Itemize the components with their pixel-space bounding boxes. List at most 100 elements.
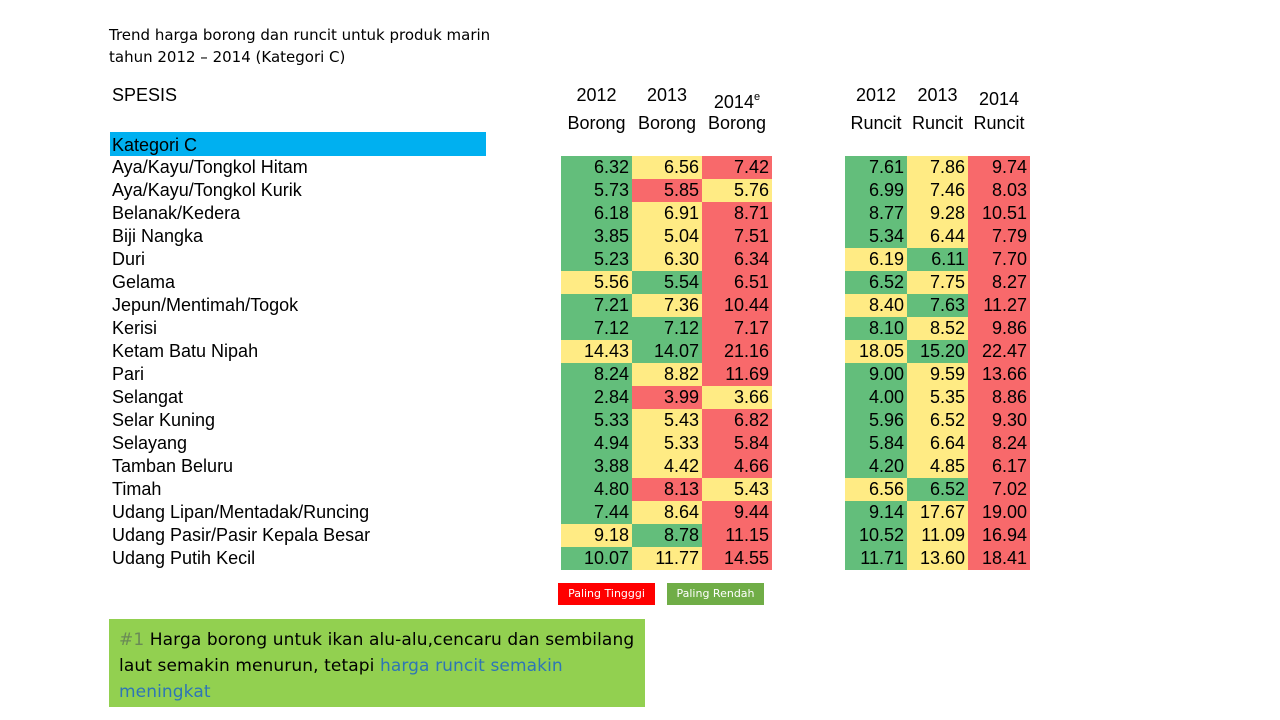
note-text: Harga borong untuk ikan alu-alu,cencaru … [119, 630, 635, 676]
runcit-price-cell: 11.71 [845, 547, 907, 570]
borong-price-cell: 5.54 [632, 271, 702, 294]
estimate-mark: e [753, 91, 761, 103]
borong-price-cell: 6.51 [702, 271, 772, 294]
runcit-price-cell: 8.52 [907, 317, 968, 340]
borong-price-cell: 8.71 [702, 202, 772, 225]
borong-price-cell: 7.21 [561, 294, 632, 317]
borong-price-cell: 6.91 [632, 202, 702, 225]
borong-row: 5.33 5.43 6.82 [561, 409, 772, 432]
runcit-row: 6.52 7.75 8.27 [845, 271, 1030, 294]
runcit-price-cell: 10.52 [845, 524, 907, 547]
runcit-price-cell: 7.46 [907, 179, 968, 202]
runcit-price-cell: 4.85 [907, 455, 968, 478]
borong-row: 2.84 3.99 3.66 [561, 386, 772, 409]
runcit-price-cell: 6.52 [907, 478, 968, 501]
borong-price-cell: 5.76 [702, 179, 772, 202]
runcit-row: 18.05 15.20 22.47 [845, 340, 1030, 363]
species-name: Aya/Kayu/Tongkol Hitam [112, 157, 308, 177]
note-number: #1 [119, 630, 145, 650]
borong-row: 5.73 5.85 5.76 [561, 179, 772, 202]
borong-type-header: Borong [707, 113, 767, 133]
category-bar: Kategori C [110, 132, 486, 156]
borong-price-cell: 6.56 [632, 156, 702, 179]
runcit-price-cell: 9.74 [968, 156, 1030, 179]
borong-price-cell: 5.04 [632, 225, 702, 248]
runcit-price-cell: 15.20 [907, 340, 968, 363]
runcit-price-cell: 7.75 [907, 271, 968, 294]
borong-price-cell: 4.42 [632, 455, 702, 478]
borong-price-cell: 6.34 [702, 248, 772, 271]
borong-price-cell: 2.84 [561, 386, 632, 409]
borong-row: 7.44 8.64 9.44 [561, 501, 772, 524]
runcit-row: 6.56 6.52 7.02 [845, 478, 1030, 501]
runcit-row: 11.71 13.60 18.41 [845, 547, 1030, 570]
borong-price-cell: 6.32 [561, 156, 632, 179]
species-name: Belanak/Kedera [112, 203, 241, 223]
runcit-price-cell: 5.84 [845, 432, 907, 455]
spesis-header: SPESIS [112, 85, 178, 105]
runcit-price-cell: 8.03 [968, 179, 1030, 202]
runcit-price-cell: 5.96 [845, 409, 907, 432]
runcit-price-cell: 9.14 [845, 501, 907, 524]
runcit-price-cell: 6.56 [845, 478, 907, 501]
runcit-price-cell: 9.28 [907, 202, 968, 225]
borong-price-cell: 5.33 [561, 409, 632, 432]
runcit-price-cell: 6.44 [907, 225, 968, 248]
borong-price-cell: 3.88 [561, 455, 632, 478]
year-label: 2012 [855, 85, 897, 105]
borong-price-cell: 10.07 [561, 547, 632, 570]
borong-price-cell: 5.43 [702, 478, 772, 501]
runcit-row: 4.00 5.35 8.86 [845, 386, 1030, 409]
runcit-price-cell: 7.70 [968, 248, 1030, 271]
runcit-row: 6.99 7.46 8.03 [845, 179, 1030, 202]
borong-price-cell: 5.23 [561, 248, 632, 271]
year-label: 2014 [713, 92, 754, 112]
runcit-price-cell: 4.20 [845, 455, 907, 478]
borong-row: 6.32 6.56 7.42 [561, 156, 772, 179]
borong-row: 9.18 8.78 11.15 [561, 524, 772, 547]
runcit-price-cell: 11.09 [907, 524, 968, 547]
borong-price-cell: 4.80 [561, 478, 632, 501]
species-name: Pari [112, 364, 145, 384]
borong-price-cell: 7.51 [702, 225, 772, 248]
runcit-price-cell: 9.59 [907, 363, 968, 386]
borong-price-cell: 14.43 [561, 340, 632, 363]
runcit-row: 9.14 17.67 19.00 [845, 501, 1030, 524]
runcit-row: 6.19 6.11 7.70 [845, 248, 1030, 271]
borong-price-cell: 5.85 [632, 179, 702, 202]
runcit-price-cell: 13.66 [968, 363, 1030, 386]
species-name: Kerisi [112, 318, 158, 338]
borong-price-cell: 5.33 [632, 432, 702, 455]
borong-price-cell: 3.99 [632, 386, 702, 409]
runcit-price-cell: 7.02 [968, 478, 1030, 501]
runcit-type-header: Runcit [911, 113, 964, 133]
borong-row: 10.07 11.77 14.55 [561, 547, 772, 570]
species-name: Selangat [112, 387, 184, 407]
runcit-price-cell: 8.77 [845, 202, 907, 225]
borong-row: 7.21 7.36 10.44 [561, 294, 772, 317]
species-name: Udang Lipan/Mentadak/Runcing [112, 502, 370, 522]
runcit-year-header: 2014 [962, 88, 1036, 110]
species-name: Aya/Kayu/Tongkol Kurik [112, 180, 302, 200]
borong-row: 3.85 5.04 7.51 [561, 225, 772, 248]
borong-price-cell: 5.56 [561, 271, 632, 294]
borong-row: 4.80 8.13 5.43 [561, 478, 772, 501]
runcit-price-cell: 6.17 [968, 455, 1030, 478]
species-name: Biji Nangka [112, 226, 204, 246]
legend-low: Paling Rendah [667, 583, 764, 605]
species-name: Jepun/Mentimah/Togok [112, 295, 299, 315]
borong-type-header: Borong [567, 113, 626, 133]
borong-grid: 6.32 6.56 7.42 5.73 5.85 5.76 6.18 6.91 8.71 3.85… [561, 156, 772, 570]
note-highlight: harga runcit semakin meningkat [119, 656, 563, 702]
year-label: 2013 [917, 85, 958, 105]
runcit-price-cell: 6.52 [845, 271, 907, 294]
borong-price-cell: 8.13 [632, 478, 702, 501]
borong-price-cell: 8.78 [632, 524, 702, 547]
runcit-price-cell: 5.34 [845, 225, 907, 248]
borong-price-cell: 5.84 [702, 432, 772, 455]
runcit-price-cell: 8.86 [968, 386, 1030, 409]
borong-row: 8.24 8.82 11.69 [561, 363, 772, 386]
borong-type-header: Borong [637, 113, 697, 133]
runcit-row: 8.40 7.63 11.27 [845, 294, 1030, 317]
borong-price-cell: 3.85 [561, 225, 632, 248]
